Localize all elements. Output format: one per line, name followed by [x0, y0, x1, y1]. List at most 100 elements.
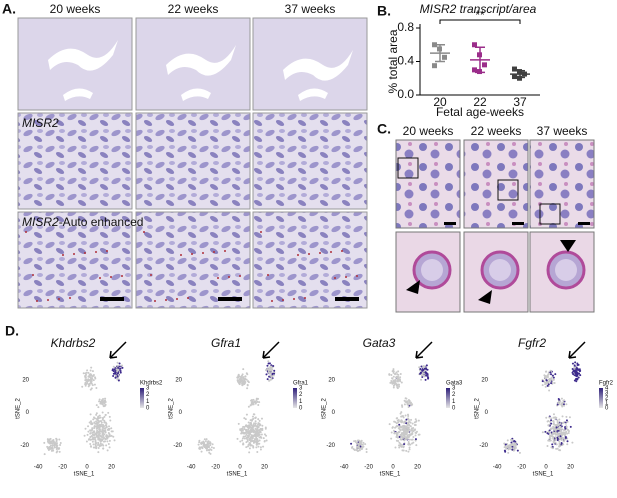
cell-point	[566, 437, 569, 440]
cell-point	[91, 370, 94, 373]
y-tick-label: 0.4	[397, 54, 414, 68]
cell-point	[101, 436, 104, 439]
cell-point	[81, 385, 84, 388]
cell-point	[398, 435, 401, 438]
cell-point	[102, 400, 105, 403]
label-suffix: -Auto enhanced	[59, 215, 144, 229]
cell-point	[266, 364, 269, 367]
cell-point	[200, 443, 203, 446]
cell-point	[412, 435, 415, 438]
cell-point	[55, 448, 58, 451]
lumen	[181, 88, 211, 101]
cell-point	[263, 433, 266, 436]
cell-point	[258, 419, 261, 422]
cell-point	[245, 372, 248, 375]
colorbar-tick: 0	[452, 406, 456, 412]
cell-point	[541, 380, 544, 383]
cell-point	[545, 379, 548, 382]
cell-point	[93, 421, 96, 424]
cell-point	[89, 429, 92, 432]
cell-point	[404, 414, 407, 417]
cell-point	[251, 415, 254, 418]
signal-dot	[330, 251, 332, 253]
cell-point	[258, 401, 261, 404]
cell-point	[91, 431, 94, 434]
y-axis-label: tSNE_2	[169, 398, 175, 419]
y-tick-label: -20	[20, 443, 29, 449]
colorbar	[140, 388, 144, 408]
cell-point	[405, 397, 408, 400]
cell-point	[98, 427, 101, 430]
cell-point	[243, 437, 246, 440]
cell-point	[85, 371, 88, 374]
cell-point	[51, 442, 54, 445]
cell-point	[55, 437, 58, 440]
signal-dot	[95, 251, 97, 253]
cell-point	[240, 427, 243, 430]
cell-point	[552, 425, 555, 428]
cell-point	[252, 398, 255, 401]
cell-point	[571, 362, 574, 365]
cell-point	[95, 422, 98, 425]
data-point	[512, 74, 517, 80]
cell-point	[244, 375, 247, 378]
cell-point	[102, 436, 105, 439]
cell-point	[52, 438, 55, 441]
column-header: 37 weeks	[537, 124, 588, 138]
cell-point	[395, 376, 398, 379]
histology-image	[395, 139, 461, 229]
cell-point	[564, 436, 567, 439]
cell-point	[252, 425, 255, 428]
cell-point	[116, 364, 119, 367]
x-tick-label: -20	[517, 465, 526, 471]
cell-point	[116, 372, 119, 375]
colorbar-tick: 3	[146, 386, 150, 392]
cell-point	[263, 439, 266, 442]
cell-point	[58, 438, 61, 441]
cell-point	[89, 438, 92, 441]
cell-point	[249, 428, 252, 431]
cell-point	[89, 445, 92, 448]
cell-point	[403, 443, 406, 446]
cell-point	[110, 434, 113, 437]
cell-point	[565, 425, 568, 428]
cell-point	[97, 441, 100, 444]
cell-point	[563, 429, 566, 432]
cell-point	[573, 379, 576, 382]
cell-point	[415, 444, 418, 447]
cell-point	[407, 421, 410, 424]
cell-point	[102, 447, 105, 450]
arrowhead	[406, 280, 420, 294]
cell-point	[418, 433, 421, 436]
cell-point	[554, 424, 557, 427]
cell-point	[97, 438, 100, 441]
cell-point	[514, 443, 517, 446]
cell-point	[266, 378, 269, 381]
cell-point	[102, 437, 105, 440]
signal-dot	[267, 274, 269, 276]
cell-point	[98, 444, 101, 447]
cell-point	[258, 431, 261, 434]
signal-dot	[356, 275, 358, 277]
cell-point	[87, 385, 90, 388]
cell-point	[362, 441, 365, 444]
cell-point	[546, 420, 549, 423]
cell-point	[550, 427, 553, 430]
scale-bar	[512, 222, 524, 225]
cell-point	[243, 417, 246, 420]
colorbar-tick: 3	[605, 391, 609, 397]
cell-point	[400, 445, 403, 448]
cell-point	[400, 443, 403, 446]
arrow	[415, 341, 433, 359]
cell-point	[404, 432, 407, 435]
cell-point	[403, 429, 406, 432]
cell-point	[419, 372, 422, 375]
colorbar-tick: 2	[146, 392, 150, 398]
cell-point	[544, 374, 547, 377]
cell-point	[563, 399, 566, 402]
cell-point	[241, 439, 244, 442]
cell-point	[103, 419, 106, 422]
data-point	[432, 63, 437, 69]
cell-point	[558, 437, 561, 440]
cell-point	[236, 376, 239, 379]
